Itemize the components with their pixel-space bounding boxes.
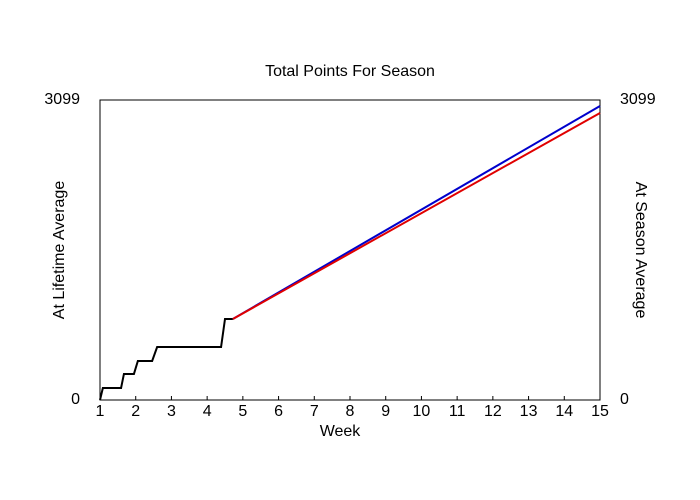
x-axis-label: Week <box>320 423 362 440</box>
x-tick-label: 15 <box>591 403 609 420</box>
y2-tick-label: 0 <box>620 391 629 408</box>
x-tick-label: 13 <box>520 403 538 420</box>
x-tick-label: 6 <box>274 403 283 420</box>
x-tick-label: 3 <box>167 403 176 420</box>
x-tick-label: 8 <box>346 403 355 420</box>
x-tick-label: 12 <box>484 403 502 420</box>
y-axis-label: At Lifetime Average <box>51 181 68 320</box>
x-tick-label: 1 <box>96 403 105 420</box>
y-tick-label: 0 <box>71 391 80 408</box>
x-tick-label: 14 <box>555 403 573 420</box>
y2-tick-label: 3099 <box>620 91 656 108</box>
series-line <box>99 317 233 401</box>
x-tick-label: 4 <box>203 403 212 420</box>
series-line <box>232 112 601 320</box>
x-tick-label: 10 <box>413 403 431 420</box>
series-line <box>232 105 601 320</box>
chart-title: Total Points For Season <box>265 63 435 80</box>
x-tick-label: 11 <box>449 403 466 420</box>
x-tick-label: 5 <box>238 403 247 420</box>
x-tick-label: 7 <box>310 403 319 420</box>
x-tick-label: 9 <box>381 403 390 420</box>
y2-axis-label: At Season Average <box>632 182 649 319</box>
x-tick-label: 2 <box>131 403 140 420</box>
y-tick-label: 3099 <box>44 91 80 108</box>
